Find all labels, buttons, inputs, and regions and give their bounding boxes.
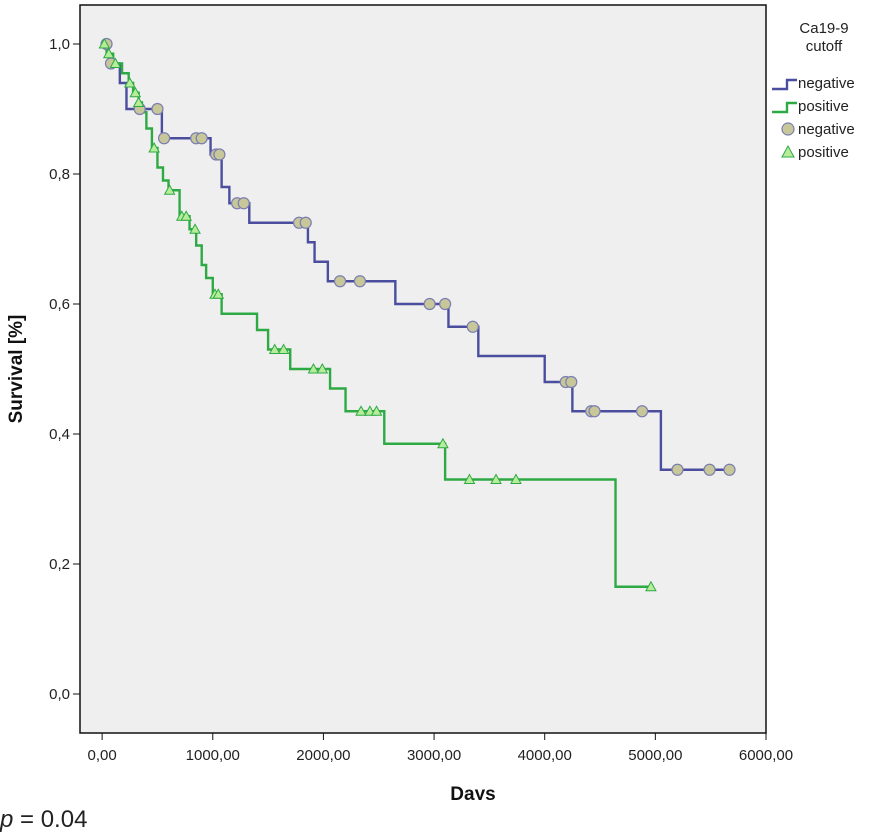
censor-marker-negative: [723, 463, 736, 476]
censor-marker-negative: [157, 132, 171, 145]
censor-marker-positive: [463, 473, 476, 484]
censor-marker-negative: [635, 405, 649, 418]
x-tick-label: 5000,00: [628, 747, 682, 764]
censor-marker-positive: [355, 405, 367, 416]
y-tick-label: 1,0: [49, 36, 70, 53]
p-value-text: = 0.04: [13, 806, 88, 833]
censor-marker-positive: [98, 37, 111, 49]
censor-marker-positive: [102, 47, 115, 59]
legend-label-positive: positive: [798, 144, 849, 161]
censor-marker-positive: [180, 210, 193, 221]
censor-marker-positive: [645, 580, 657, 592]
legend-title-line-2: cutoff: [806, 38, 843, 55]
censor-marker-negative: [353, 275, 367, 288]
censor-marker-positive: [437, 437, 449, 449]
censor-marker-positive: [132, 96, 145, 107]
y-tick-label: 0,4: [49, 426, 70, 443]
y-tick-label: 0,8: [49, 166, 70, 183]
censor-marker-positive: [307, 362, 320, 374]
censor-marker-negative: [151, 102, 164, 116]
censor-marker-positive: [212, 288, 225, 299]
legend-triangle-marker: [781, 144, 795, 158]
x-axis: 0,00 1000,00 2000,00 3000,00 4000,00 5000,00 6…: [88, 733, 793, 764]
legend-title-line-1: Ca19-9: [799, 20, 848, 37]
censor-marker-negative: [671, 463, 684, 476]
censor-marker-positive: [109, 57, 122, 68]
censor-marker-positive: [163, 184, 176, 195]
censor-marker-negative: [333, 275, 347, 288]
censor-marker-negative: [588, 405, 601, 418]
y-tick-label: 0,2: [49, 556, 70, 573]
x-tick-label: 1000,00: [186, 747, 240, 764]
censor-marker-negative: [565, 375, 578, 389]
survival-chart: 0,00 1000,00 2000,00 3000,00 4000,00 5000,00 6…: [6, 4, 855, 800]
censor-marker-positive: [268, 343, 281, 354]
censor-marker-negative: [439, 297, 452, 311]
x-tick-label: 0,00: [88, 747, 117, 764]
censor-marker-positive: [189, 223, 201, 234]
legend-label-negative: negative: [798, 75, 855, 92]
censor-marker-positive: [510, 473, 522, 484]
censor-marker-positive: [490, 473, 502, 484]
legend-items: negative positive negative positive: [772, 75, 855, 161]
legend-circle-marker: [781, 122, 795, 136]
legend: Ca19-9 cutoff negative positive negative po…: [772, 20, 855, 161]
plot-area: [79, 4, 767, 734]
censor-marker-positive: [129, 86, 142, 98]
x-tick-label: 6000,00: [739, 747, 793, 764]
censor-marker-positive: [316, 362, 329, 374]
censor-marker-negative: [237, 197, 250, 210]
marker-layer: [98, 37, 736, 592]
y-axis: 0,0 0,2 0,4 0,6 0,8 1,0: [49, 36, 80, 703]
y-tick-label: 0,0: [49, 686, 70, 703]
x-tick-label: 3000,00: [407, 747, 461, 764]
censor-marker-positive: [123, 76, 136, 88]
x-tick-label: 4000,00: [518, 747, 572, 764]
censor-marker-negative: [299, 216, 312, 229]
censor-marker-negative: [703, 463, 716, 476]
censor-marker-positive: [370, 405, 383, 416]
y-tick-label: 0,6: [49, 296, 70, 313]
legend-label-negative: negative: [798, 121, 855, 138]
legend-label-positive: positive: [798, 98, 849, 115]
y-axis-label: Survival [%]: [6, 315, 27, 424]
x-axis-label: Days: [450, 784, 495, 800]
p-value-annotation: p = 0.04: [0, 806, 87, 834]
censor-marker-negative: [213, 148, 226, 161]
p-value-variable: p: [0, 806, 14, 833]
legend-line-positive: [772, 101, 797, 114]
censor-marker-negative: [466, 320, 479, 333]
legend-line-negative: [772, 78, 797, 91]
censor-marker-negative: [423, 297, 436, 311]
censor-marker-positive: [277, 343, 290, 354]
censor-marker-positive: [148, 141, 160, 153]
x-tick-label: 2000,00: [296, 747, 350, 764]
censor-marker-negative: [195, 132, 208, 145]
